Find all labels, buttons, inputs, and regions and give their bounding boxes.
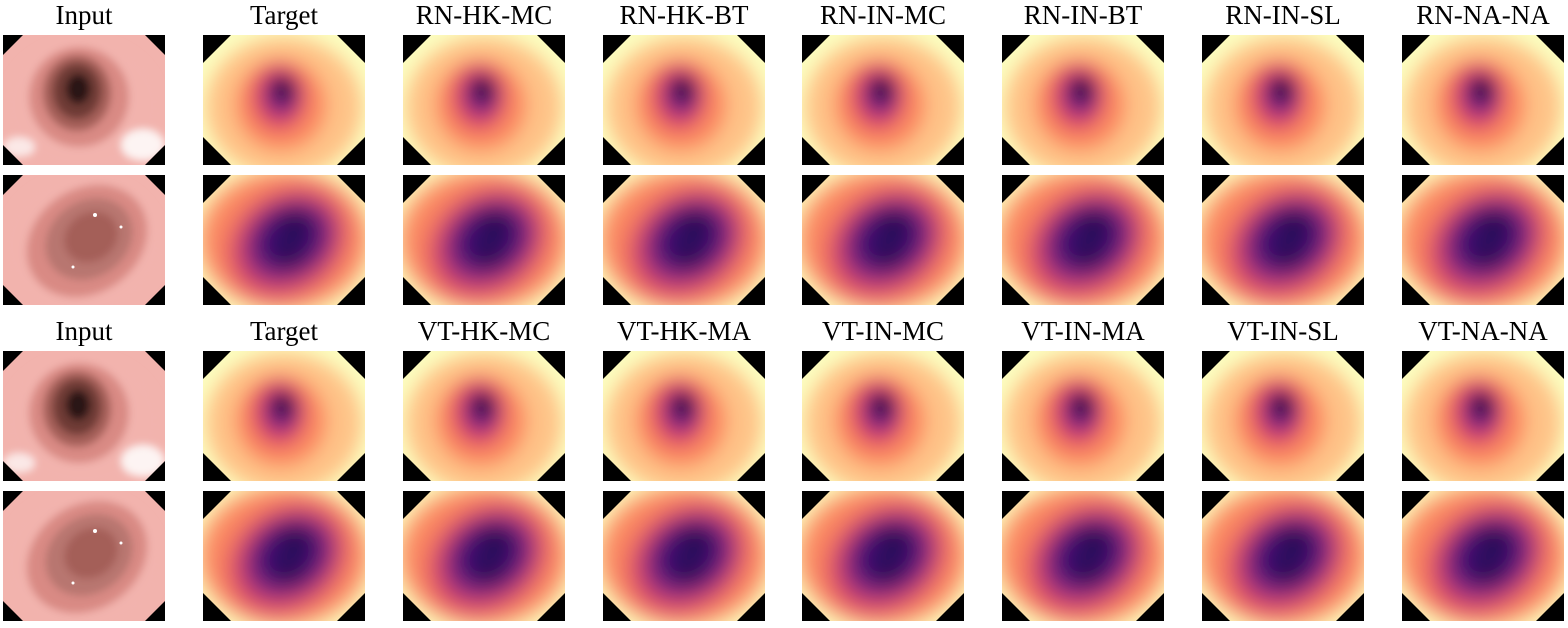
depth-map <box>203 351 365 481</box>
input-image <box>3 175 165 305</box>
depth-map <box>603 175 765 305</box>
depth-map <box>1002 351 1164 481</box>
depth-map <box>1002 35 1164 165</box>
input-image <box>3 351 165 481</box>
column-title: RN-HK-MC <box>415 0 553 30</box>
depth-map <box>203 491 365 621</box>
depth-map <box>403 175 565 305</box>
column-title: Input <box>55 0 113 30</box>
column-title: Target <box>249 316 319 346</box>
column-title: VT-IN-MA <box>1021 316 1145 346</box>
depth-map <box>1402 175 1564 305</box>
depth-map <box>1402 35 1564 165</box>
depth-map <box>802 175 964 305</box>
depth-map <box>802 351 964 481</box>
depth-map <box>1002 491 1164 621</box>
depth-map <box>603 491 765 621</box>
depth-map <box>203 35 365 165</box>
depth-map <box>1002 175 1164 305</box>
depth-map <box>603 35 765 165</box>
column-title: VT-HK-MA <box>617 316 751 346</box>
column-title: Target <box>249 0 319 30</box>
depth-map <box>1202 175 1364 305</box>
depth-map <box>603 351 765 481</box>
depth-map <box>1402 351 1564 481</box>
depth-map <box>403 35 565 165</box>
depth-map <box>802 35 964 165</box>
depth-map <box>403 491 565 621</box>
column-title: VT-NA-NA <box>1418 316 1548 346</box>
column-title: Input <box>55 316 113 346</box>
column-title: VT-IN-SL <box>1227 316 1339 346</box>
input-image <box>3 491 165 621</box>
column-title: RN-NA-NA <box>1416 0 1550 30</box>
column-title: RN-IN-BT <box>1023 0 1143 30</box>
depth-map <box>403 351 565 481</box>
column-title: RN-IN-MC <box>820 0 946 30</box>
column-title: VT-HK-MC <box>417 316 551 346</box>
depth-map <box>1202 351 1364 481</box>
depth-map <box>1202 35 1364 165</box>
column-title: RN-HK-BT <box>619 0 749 30</box>
depth-map <box>203 175 365 305</box>
column-title: VT-IN-MC <box>821 316 944 346</box>
depth-map <box>1202 491 1364 621</box>
column-title: RN-IN-SL <box>1225 0 1341 30</box>
depth-map <box>1402 491 1564 621</box>
input-image <box>3 35 165 165</box>
depth-map <box>802 491 964 621</box>
